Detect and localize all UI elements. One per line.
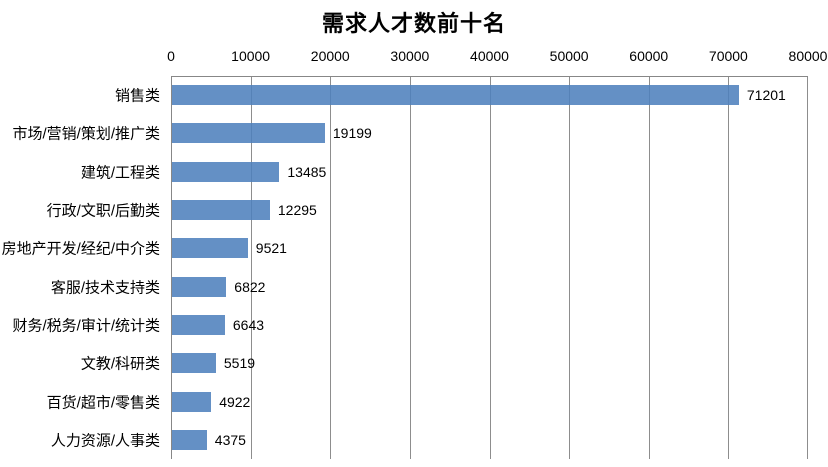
x-axis-tick-label: 20000 (310, 48, 350, 64)
data-label-7: 5519 (223, 355, 256, 372)
y-axis-category-labels: 销售类市场/营销/策划/推广类建筑/工程类行政/文职/后勤类房地产开发/经纪/中… (0, 76, 165, 459)
x-axis-tick-label: 30000 (390, 48, 430, 64)
category-label-5: 客服/技术支持类 (50, 279, 160, 297)
bar-6 (172, 314, 225, 335)
vertical-gridline (807, 77, 808, 459)
chart-title: 需求人才数前十名 (321, 11, 506, 36)
x-axis-tick-label: 50000 (549, 48, 589, 64)
category-label-0: 销售类 (114, 87, 160, 105)
vertical-gridline (649, 77, 650, 459)
category-label-3: 行政/文职/后勤类 (46, 202, 160, 220)
data-label-4: 9521 (255, 240, 287, 257)
plot-area: 71201 19199 13485 12295 9521 6822 6643 5519 4922… (171, 76, 808, 459)
bar-0 (172, 85, 739, 106)
data-label-9: 4375 (214, 431, 246, 448)
bar-9 (172, 429, 207, 450)
x-axis-tick-label: 70000 (708, 48, 748, 64)
vertical-gridline (410, 77, 411, 459)
x-axis-tick-label: 0 (167, 48, 175, 64)
category-label-9: 人力资源/人事类 (50, 432, 160, 450)
bar-5 (172, 276, 227, 297)
category-label-1: 市场/营销/策划/推广类 (12, 125, 160, 143)
x-axis: 0 10000 20000 30000 40000 50000 60000 70000 8000… (0, 48, 828, 66)
vertical-gridline (569, 77, 570, 459)
data-label-6: 6643 (232, 316, 265, 333)
vertical-gridline (251, 77, 252, 459)
x-axis-tick-label: 60000 (629, 48, 669, 64)
vertical-gridline (728, 77, 729, 459)
data-label-1: 19199 (332, 125, 372, 142)
bar-7 (172, 353, 216, 374)
data-label-5: 6822 (234, 278, 266, 295)
category-label-8: 百货/超市/零售类 (46, 394, 160, 412)
category-label-6: 财务/税务/审计/统计类 (12, 317, 160, 335)
bar-2 (172, 161, 280, 182)
data-label-0: 71201 (746, 87, 786, 104)
bar-4 (172, 238, 248, 259)
category-label-4: 房地产开发/经纪/中介类 (1, 240, 160, 258)
x-axis-tick-label: 40000 (470, 48, 509, 64)
data-label-3: 12295 (277, 202, 317, 219)
data-label-8: 4922 (219, 393, 251, 410)
x-axis-tick-label: 80000 (788, 48, 828, 64)
bar-1 (172, 123, 325, 144)
x-axis-tick-label: 10000 (231, 48, 271, 64)
bar-3 (172, 200, 270, 221)
data-label-2: 13485 (287, 163, 327, 180)
category-label-7: 文教/科研类 (80, 355, 160, 373)
category-label-2: 建筑/工程类 (80, 164, 160, 182)
bar-8 (172, 391, 212, 412)
vertical-gridline (490, 77, 491, 459)
vertical-gridline (330, 77, 331, 459)
